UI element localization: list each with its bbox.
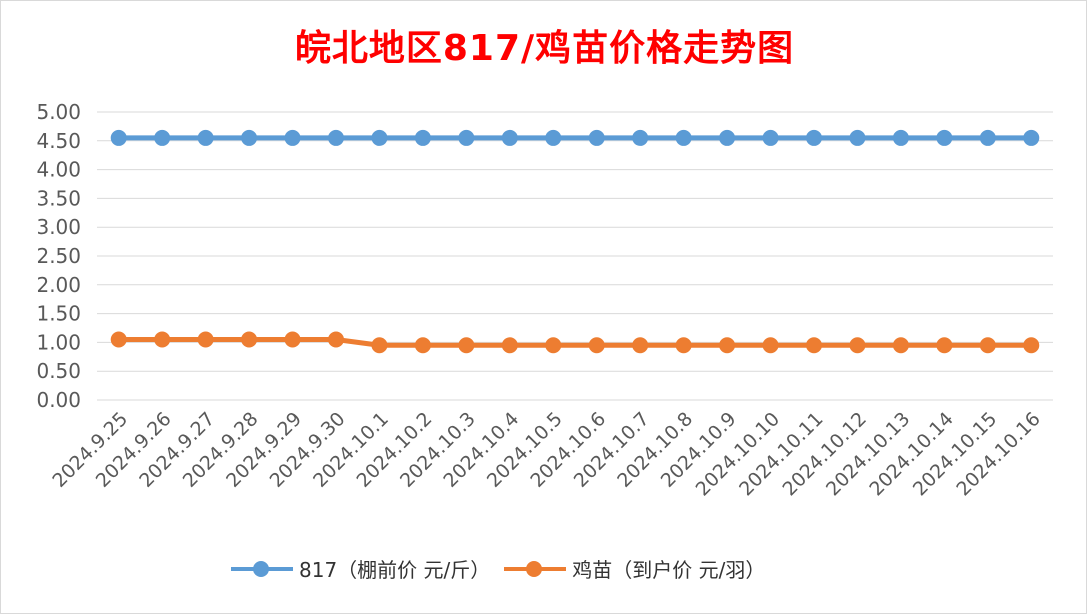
legend-item-series-2: 鸡苗（到户价 元/羽）	[504, 554, 765, 583]
data-point	[414, 129, 431, 146]
data-point	[197, 129, 214, 146]
data-point	[371, 129, 388, 146]
data-point	[892, 129, 909, 146]
data-point	[632, 129, 649, 146]
y-tick-label: 5.00	[36, 100, 81, 124]
y-tick-label: 4.50	[36, 129, 81, 153]
data-point	[936, 337, 953, 354]
data-point	[936, 129, 953, 146]
data-point	[675, 129, 692, 146]
y-tick-label: 4.00	[36, 158, 81, 182]
chart-title: 皖北地区817/鸡苗价格走势图	[294, 28, 795, 69]
data-point	[762, 129, 779, 146]
data-point	[979, 129, 996, 146]
data-point	[501, 337, 518, 354]
data-point	[632, 337, 649, 354]
data-point	[849, 337, 866, 354]
data-point	[545, 129, 562, 146]
y-tick-label: 1.50	[36, 302, 81, 326]
y-tick-label: 0.00	[36, 388, 81, 412]
data-point	[458, 337, 475, 354]
legend-label-series-1: 817（棚前价 元/斤）	[299, 558, 491, 582]
data-point	[892, 337, 909, 354]
data-point	[719, 337, 736, 354]
data-point	[806, 337, 822, 354]
series-line-2	[116, 337, 1034, 348]
data-point	[979, 337, 996, 354]
data-point	[545, 337, 562, 354]
legend: 817（棚前价 元/斤） 鸡苗（到户价 元/羽）	[231, 554, 779, 583]
legend-swatch-series-1	[231, 560, 293, 577]
data-point	[1023, 337, 1040, 354]
data-point	[414, 337, 431, 354]
data-point	[588, 129, 605, 146]
data-point	[197, 331, 214, 348]
data-point	[458, 129, 475, 146]
data-point	[849, 129, 866, 146]
y-tick-label: 0.50	[36, 359, 81, 383]
y-tick-label: 3.00	[36, 215, 81, 239]
y-tick-label: 1.00	[36, 330, 81, 354]
data-point	[328, 331, 344, 348]
data-point	[110, 129, 127, 146]
data-point	[284, 331, 301, 348]
y-tick-label: 3.50	[36, 186, 81, 210]
data-point	[762, 337, 779, 354]
data-point	[719, 129, 736, 146]
legend-swatch-series-2	[504, 560, 567, 577]
data-point	[154, 129, 171, 146]
data-point	[806, 129, 822, 146]
legend-item-series-1: 817（棚前价 元/斤）	[231, 554, 490, 583]
legend-label-series-2: 鸡苗（到户价 元/羽）	[572, 558, 766, 582]
data-point	[371, 337, 388, 354]
data-point	[501, 129, 518, 146]
data-point	[284, 129, 301, 146]
data-point	[675, 337, 692, 354]
data-point	[588, 337, 605, 354]
data-point	[328, 129, 344, 146]
data-point	[154, 331, 171, 348]
data-point	[241, 331, 258, 348]
data-point	[110, 331, 127, 348]
data-point	[241, 129, 258, 146]
y-tick-label: 2.50	[36, 244, 81, 268]
data-point	[1023, 129, 1040, 146]
y-tick-label: 2.00	[36, 273, 81, 297]
